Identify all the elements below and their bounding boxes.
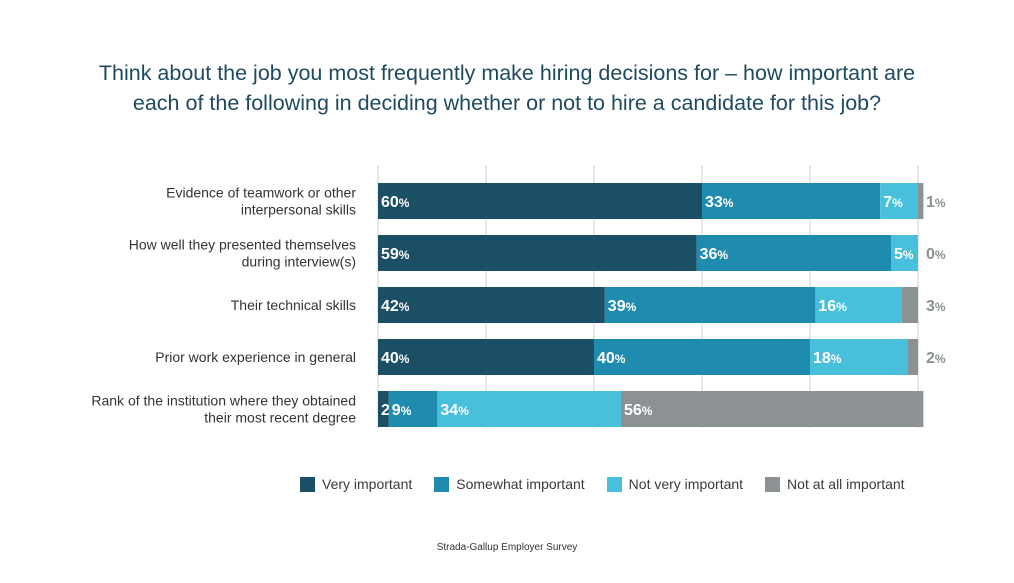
legend-label: Not at all important bbox=[787, 476, 905, 492]
data-label: 0% bbox=[926, 246, 946, 263]
legend-swatch bbox=[434, 476, 450, 492]
data-label: 1% bbox=[926, 194, 946, 211]
bar-segment bbox=[810, 339, 908, 375]
data-label: 40% bbox=[381, 350, 410, 367]
bar-segment bbox=[594, 339, 810, 375]
data-label: 42% bbox=[381, 298, 410, 315]
category-label: Prior work experience in general bbox=[155, 349, 356, 365]
chart-title-line-2: each of the following in deciding whethe… bbox=[132, 91, 882, 115]
legend-label: Somewhat important bbox=[456, 476, 585, 492]
data-label: 3% bbox=[926, 298, 946, 315]
bar-segment bbox=[388, 391, 438, 427]
data-label: 33% bbox=[705, 194, 734, 211]
legend-item-somewhat-important: Somewhat important bbox=[434, 476, 585, 492]
data-label: 60% bbox=[381, 194, 410, 211]
bar-segment bbox=[702, 183, 881, 219]
bar-segment bbox=[891, 235, 918, 271]
data-label: 39% bbox=[608, 298, 637, 315]
chart-legend: Very important Somewhat important Not ve… bbox=[300, 476, 927, 492]
data-label: 2% bbox=[926, 350, 946, 367]
bar-segment bbox=[901, 287, 918, 323]
source-note: Strada-Gallup Employer Survey bbox=[436, 542, 578, 553]
data-label: 18% bbox=[813, 350, 842, 367]
chart-title-line-1: Think about the job you most frequently … bbox=[98, 61, 916, 85]
bar-segment bbox=[437, 391, 621, 427]
bar-segment bbox=[378, 391, 389, 427]
legend-swatch bbox=[300, 476, 315, 492]
legend-item-not-at-all-important: Not at all important bbox=[765, 476, 905, 492]
legend-item-not-very-important: Not very important bbox=[606, 476, 744, 492]
bar-segment bbox=[378, 235, 697, 271]
stacked-bar-chart: Evidence of teamwork or other interperson… bbox=[91, 165, 946, 428]
data-label: 56% bbox=[624, 402, 653, 419]
category-label: How well they presented themselves during… bbox=[129, 237, 356, 270]
data-label: 7% bbox=[883, 194, 903, 211]
legend-swatch bbox=[606, 476, 622, 492]
category-label: Evidence of teamwork or other interperson… bbox=[166, 185, 356, 218]
legend-item-very-important: Very important bbox=[300, 476, 412, 492]
data-label: 5% bbox=[894, 246, 914, 263]
bar-segment bbox=[378, 183, 702, 219]
legend-label: Not very important bbox=[628, 476, 744, 492]
bar-segment bbox=[696, 235, 891, 271]
legend-label: Very important bbox=[322, 476, 413, 492]
data-label: 40% bbox=[597, 350, 626, 367]
bar-segment bbox=[621, 391, 924, 427]
category-label: Their technical skills bbox=[231, 297, 356, 313]
bar-segment bbox=[907, 339, 918, 375]
bar-segment bbox=[815, 287, 902, 323]
data-label: 9% bbox=[392, 402, 412, 419]
bar-segment bbox=[378, 339, 594, 375]
legend-swatch bbox=[765, 476, 781, 492]
bar-segment bbox=[918, 183, 924, 219]
data-label: 59% bbox=[381, 246, 410, 263]
data-label: 34% bbox=[440, 402, 469, 419]
bar-segment bbox=[880, 183, 918, 219]
category-label: Rank of the institution where they obtai… bbox=[91, 393, 356, 426]
bar-segment bbox=[604, 287, 816, 323]
bar-segment bbox=[378, 287, 605, 323]
data-label: 36% bbox=[700, 246, 729, 263]
data-label: 16% bbox=[818, 298, 847, 315]
